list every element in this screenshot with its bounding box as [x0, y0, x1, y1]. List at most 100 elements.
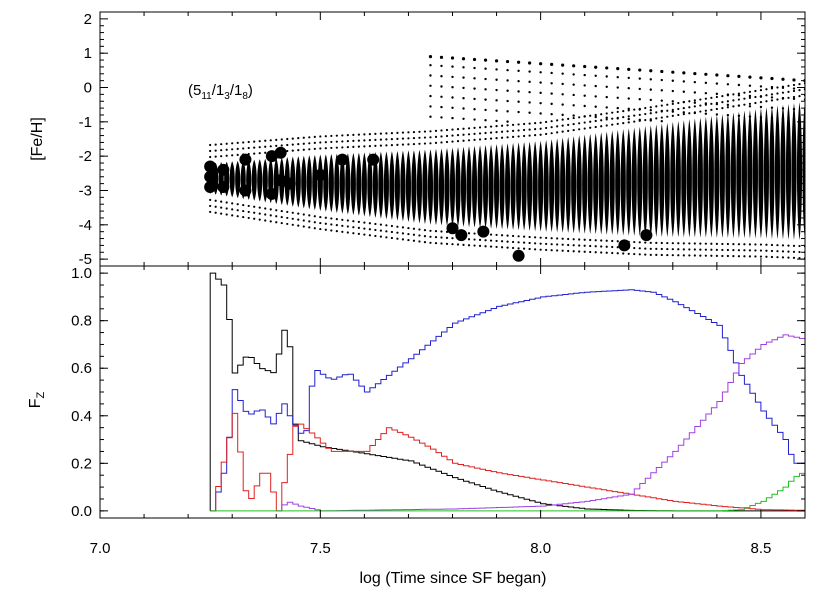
scatter-tail-point [638, 108, 641, 111]
scatter-tail-point [715, 92, 719, 96]
scatter-tail-point [528, 235, 531, 239]
scatter-tail-point [660, 116, 663, 119]
scatter-tail-point [462, 127, 465, 130]
scatter-tail-point [726, 106, 729, 109]
scatter-large-point-11 [283, 177, 296, 190]
scatter-tail-point [473, 132, 476, 135]
scatter-tail-point [247, 204, 250, 208]
scatter-tail-point [754, 101, 757, 105]
scatter-tail-point [500, 240, 504, 243]
scatter-tail-point [220, 212, 223, 215]
scatter-tail-point [264, 213, 267, 216]
scatter-column-106 [791, 102, 797, 240]
scatter-tail-point [715, 113, 719, 116]
scatter-tail-point [506, 234, 509, 237]
scatter-tail-point [467, 244, 471, 247]
scatter-tail-point [578, 128, 581, 131]
scatter-tail-point [264, 145, 267, 148]
scatter-tail-point [682, 242, 685, 245]
scatter-tail-point [589, 238, 592, 242]
scatter-tail-point [561, 72, 564, 75]
bottom-ytick-label: 0.4 [71, 408, 92, 425]
scatter-tail-point [726, 242, 729, 246]
scatter-tail-point [220, 149, 223, 152]
scatter-tail-point [423, 130, 427, 133]
scatter-tail-point [726, 93, 730, 96]
scatter-tail-point [638, 87, 641, 91]
scatter-tail-point [396, 231, 399, 234]
scatter-tail-point [605, 85, 608, 89]
scatter-tail-point [495, 109, 498, 112]
top-ytick-label: -3 [79, 182, 92, 199]
scatter-tail-point [776, 98, 779, 101]
scatter-tail-point [506, 124, 509, 127]
scatter-tail-point [418, 234, 421, 237]
scatter-tail-point [286, 143, 289, 147]
scatter-tail-point [770, 76, 774, 81]
scatter-tail-point [357, 145, 360, 148]
scatter-large-point-3 [217, 163, 230, 176]
scatter-tail-point [484, 98, 487, 101]
scatter-tail-point [545, 242, 548, 246]
scatter-tail-point [611, 245, 614, 249]
scatter-tail-point [462, 117, 465, 121]
scatter-column-36 [405, 150, 411, 223]
scatter-tail-point [440, 64, 443, 68]
scatter-tail-point [611, 251, 614, 255]
bottom-ytick-label: 0.2 [71, 455, 92, 472]
scatter-column-5 [235, 160, 241, 199]
scatter-column-57 [521, 142, 527, 231]
scatter-tail-point [489, 131, 493, 134]
scatter-tail-point [434, 135, 438, 138]
scatter-tail-point [242, 203, 245, 207]
scatter-tail-point [682, 71, 686, 75]
scatter-tail-point [484, 119, 487, 122]
scatter-tail-point [743, 243, 746, 246]
scatter-tail-point [699, 254, 702, 257]
scatter-tail-point [324, 228, 327, 231]
scatter-column-51 [488, 144, 494, 229]
scatter-tail-point [484, 67, 487, 70]
scatter-tail-point [638, 113, 641, 116]
scatter-tail-point [291, 143, 294, 146]
fz-series-line-1 [210, 289, 805, 512]
scatter-tail-point [423, 241, 427, 244]
scatter-tail-point [792, 256, 796, 259]
scatter-tail-point [765, 94, 768, 97]
scatter-tail-point [489, 245, 493, 248]
scatter-tail-point [622, 116, 625, 119]
scatter-tail-point [732, 243, 735, 246]
scatter-tail-point [275, 209, 278, 212]
scatter-tail-point [671, 89, 675, 93]
scatter-tail-point [236, 215, 239, 218]
scatter-tail-point [516, 60, 521, 64]
scatter-tail-point [666, 109, 669, 112]
scatter-tail-point [776, 250, 779, 253]
scatter-column-91 [708, 115, 714, 238]
scatter-tail-point [578, 238, 581, 241]
scatter-tail-point [484, 108, 487, 112]
scatter-tail-point [308, 226, 311, 229]
scatter-tail-point [550, 112, 553, 116]
scatter-tail-point [456, 243, 460, 246]
scatter-tail-point [759, 85, 763, 88]
scatter-tail-point [506, 246, 509, 249]
scatter-tail-point [660, 253, 663, 257]
scatter-tail-point [545, 120, 548, 124]
scatter-tail-point [726, 103, 730, 107]
scatter-tail-point [693, 91, 697, 94]
scatter-tail-point [429, 142, 432, 145]
scatter-tail-point [627, 121, 630, 124]
scatter-tail-point [286, 210, 289, 214]
scatter-tail-point [622, 252, 625, 255]
scatter-tail-point [335, 218, 338, 221]
scatter-tail-point [291, 211, 294, 214]
scatter-tail-point [732, 249, 735, 252]
scatter-tail-point [638, 77, 641, 80]
scatter-tail-point [456, 140, 460, 143]
scatter-tail-point [483, 58, 488, 62]
scatter-tail-point [704, 72, 708, 76]
scatter-tail-point [561, 118, 564, 121]
scatter-tail-point [594, 251, 597, 254]
scatter-tail-point [495, 245, 498, 249]
